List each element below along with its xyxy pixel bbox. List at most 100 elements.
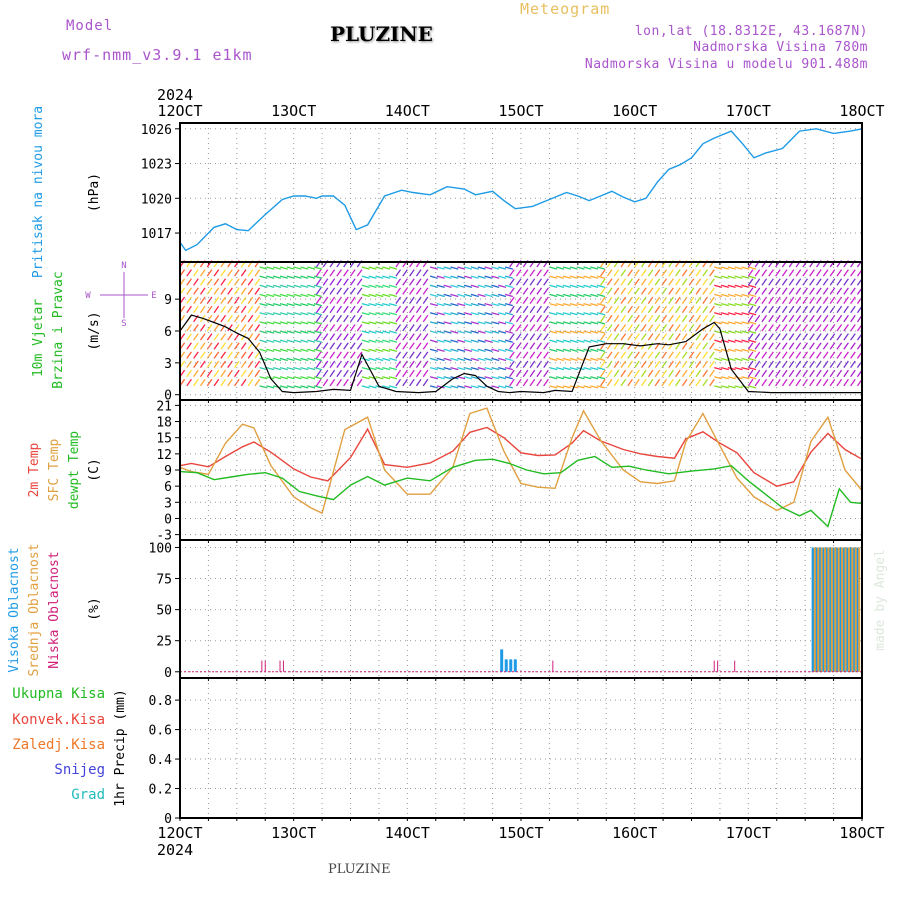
wind-barb xyxy=(522,324,529,332)
wind-barb xyxy=(576,284,585,288)
wind-barb xyxy=(361,385,370,389)
wind-barb xyxy=(286,321,295,325)
wind-barb xyxy=(368,330,377,334)
precip-legend-2: Zaledj.Kisa xyxy=(12,737,105,753)
xtick-bottom-16OCT: 16OCT xyxy=(612,824,657,842)
wind-barb xyxy=(727,339,736,343)
wind-barb xyxy=(562,293,571,298)
wind-barb xyxy=(313,385,323,389)
wind-barb xyxy=(556,284,565,288)
wind-barb xyxy=(266,366,275,371)
wind-barb xyxy=(477,376,486,380)
wind-barb xyxy=(829,296,836,304)
wind-barb xyxy=(415,351,422,359)
wind-barb xyxy=(509,296,515,304)
wind-barb xyxy=(781,324,788,332)
wind-barb xyxy=(569,293,578,298)
wind-barb xyxy=(741,321,750,325)
wind-barb-field xyxy=(179,260,863,389)
wind-barb xyxy=(620,278,627,286)
wind-barb xyxy=(720,330,729,334)
wind-barb xyxy=(543,296,549,304)
wind-barb xyxy=(329,278,336,286)
wind-barb xyxy=(640,333,647,341)
wind-barb xyxy=(484,312,493,316)
wind-barb xyxy=(368,284,377,288)
wind-barb xyxy=(395,287,402,295)
wind-barb xyxy=(809,333,815,341)
wind-barb xyxy=(402,351,408,359)
temp-axis-label-1: SFC Temp xyxy=(47,439,62,502)
wind-barb xyxy=(491,330,500,334)
wind-barb xyxy=(313,321,323,325)
wind-barb xyxy=(315,360,322,368)
wind-barb xyxy=(457,376,466,380)
wind-barb xyxy=(748,348,757,352)
wind-barb xyxy=(681,378,688,387)
wind-barb xyxy=(382,293,391,298)
wind-barb xyxy=(313,357,323,362)
wind-barb xyxy=(850,378,856,387)
wind-barb xyxy=(761,314,768,323)
wind-barb xyxy=(429,284,438,288)
wind-barb xyxy=(343,278,349,286)
ytick-label: 12 xyxy=(156,448,172,463)
lonlat-text: lon,lat (18.8312E, 43.1687N) xyxy=(634,24,868,39)
wind-barb xyxy=(361,312,370,316)
wind-barb xyxy=(569,376,578,380)
wind-barb xyxy=(388,366,398,371)
wind-barb xyxy=(661,278,668,286)
wind-barb xyxy=(795,287,802,295)
wind-barb xyxy=(802,351,809,359)
wind-barb xyxy=(562,385,571,389)
wind-barb xyxy=(436,302,445,307)
wind-barb xyxy=(322,369,329,378)
ytick-label: 0 xyxy=(164,512,172,527)
wind-barb xyxy=(761,351,768,359)
wind-barb xyxy=(748,376,757,380)
wind-barb xyxy=(850,269,856,277)
wind-barb xyxy=(596,293,606,298)
wind-barb xyxy=(307,284,316,288)
wind-barb xyxy=(300,339,309,343)
wind-barb xyxy=(562,348,571,352)
wind-barb xyxy=(754,378,761,387)
wind-barb xyxy=(569,275,578,279)
y-unit-label: (m/s) xyxy=(87,311,102,350)
wind-barb xyxy=(627,305,633,314)
wind-barb xyxy=(415,360,422,368)
wind-barb xyxy=(322,333,329,341)
wind-barb xyxy=(647,351,654,359)
wind-barb xyxy=(714,357,723,362)
cloud-bar xyxy=(854,547,857,672)
wind-barb xyxy=(843,296,849,304)
wind-barb xyxy=(422,369,429,378)
wind-barb xyxy=(709,369,715,378)
cloud-bar xyxy=(838,547,842,672)
wind-barb xyxy=(613,305,620,314)
wind-barb xyxy=(562,302,571,307)
wind-barb xyxy=(193,351,199,359)
wind-barb xyxy=(361,330,370,334)
wind-barb xyxy=(809,369,815,378)
wind-barb xyxy=(795,278,802,286)
panel-precip xyxy=(175,677,863,821)
ytick-label: 0.6 xyxy=(149,724,172,739)
wind-barb xyxy=(583,339,592,343)
wind-barb xyxy=(382,302,391,307)
cloud-bar xyxy=(827,547,830,672)
wind-barb xyxy=(536,342,543,350)
wind-barb xyxy=(382,330,391,334)
wind-barb xyxy=(709,360,715,368)
wind-barb xyxy=(596,330,606,334)
wind-barb xyxy=(361,357,370,362)
wind-barb xyxy=(429,330,438,334)
cloud-bar xyxy=(858,547,861,672)
wind-barb xyxy=(529,305,536,314)
wind-barb xyxy=(788,360,795,368)
wind-barb xyxy=(681,351,688,359)
wind-barb xyxy=(450,385,459,389)
wind-barb xyxy=(809,324,815,332)
wind-barb xyxy=(556,339,565,343)
wind-barb xyxy=(220,351,227,359)
